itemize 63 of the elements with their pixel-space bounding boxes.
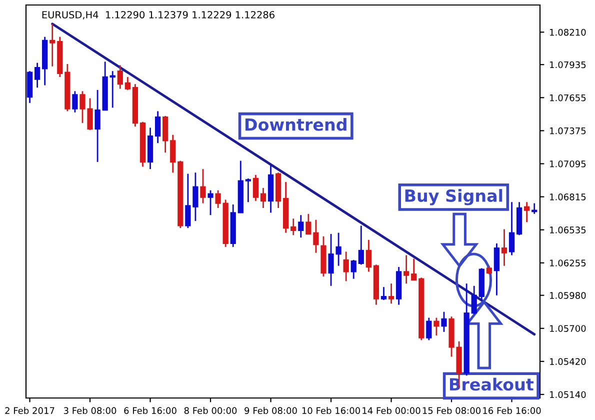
x-tick-label: 10 Feb 16:00 [302, 407, 360, 414]
y-tick-label: 1.08210 [550, 28, 586, 36]
candlestick [252, 174, 259, 202]
candlestick [154, 110, 161, 144]
candlestick [501, 228, 508, 267]
candlestick [388, 282, 394, 304]
candlestick [404, 254, 410, 284]
annotation: Buy Signal [405, 189, 502, 206]
candlestick [411, 258, 417, 281]
candlestick [426, 317, 432, 341]
annotation: Downtrend [245, 118, 346, 131]
y-tick-label: 1.05140 [550, 391, 586, 398]
candlestick [200, 168, 206, 204]
x-tick-label: 15 Feb 08:00 [422, 407, 481, 414]
y-tick-label: 1.05700 [550, 325, 586, 332]
y-tick-label: 1.06255 [550, 260, 586, 266]
candlestick [313, 219, 319, 254]
y-tick-label: 1.06815 [550, 194, 586, 200]
candlestick [524, 201, 530, 223]
candlestick [508, 201, 515, 256]
candlestick [306, 213, 312, 235]
y-tick-label: 1.05980 [550, 292, 586, 299]
x-tick-label: 16 Feb 16:00 [483, 407, 541, 414]
candlestick [358, 225, 364, 266]
x-tick-label: 8 Feb 00:00 [184, 407, 237, 414]
text: EURUSD,H4 1.12290 1.12379 1.12229 1.12286 [42, 11, 274, 20]
candlestick [162, 115, 168, 154]
candlestick [290, 218, 296, 236]
candlestick [260, 187, 266, 209]
candlestick [117, 64, 123, 90]
candlestick [208, 190, 214, 216]
y-tick-label: 1.05420 [550, 358, 586, 365]
candlestick [50, 23, 56, 68]
candlestick [494, 242, 500, 296]
candlestick [343, 250, 349, 282]
x-tick-label: 14 Feb 00:00 [362, 407, 420, 414]
y-tick-label: 1.07375 [550, 127, 586, 134]
candlestick [434, 317, 440, 336]
candlestick [380, 286, 387, 301]
candlestick [185, 173, 191, 229]
x-tick-label: 2 Feb 2017 [5, 407, 54, 414]
candlestick [215, 190, 221, 209]
candlestick [34, 62, 40, 88]
y-tick-label: 1.07935 [550, 61, 586, 68]
y-tick-label: 1.06535 [550, 226, 586, 234]
candlestick [350, 259, 356, 280]
candlestick [72, 90, 78, 114]
candlestick [94, 89, 100, 163]
candlestick [245, 178, 251, 203]
candlestick [441, 311, 447, 333]
y-tick-label: 1.07655 [550, 94, 586, 102]
candlestick [532, 202, 538, 215]
candlestick [110, 70, 116, 108]
candlestick [192, 172, 198, 222]
x-tick-label: 9 Feb 08:00 [244, 407, 297, 414]
x-tick-label: 3 Feb 08:00 [64, 407, 116, 414]
candlestick [170, 134, 176, 174]
x-tick-label: 6 Feb 16:00 [124, 407, 176, 414]
candlestick [298, 214, 304, 238]
candlestick [124, 76, 130, 91]
candlestick [366, 239, 372, 272]
candlestick [471, 285, 477, 315]
y-tick-label: 1.07095 [550, 160, 586, 168]
